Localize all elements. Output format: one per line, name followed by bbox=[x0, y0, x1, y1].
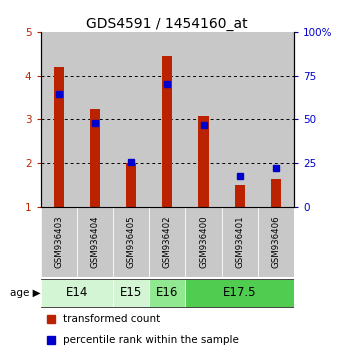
Bar bbox=[113, 279, 149, 307]
Bar bbox=[186, 279, 294, 307]
Bar bbox=[149, 279, 186, 307]
Bar bbox=[54, 67, 64, 207]
Text: age ▶: age ▶ bbox=[10, 288, 41, 298]
Bar bbox=[186, 207, 222, 277]
Bar bbox=[126, 163, 136, 207]
Bar bbox=[90, 109, 100, 207]
Bar bbox=[149, 207, 186, 277]
Text: GSM936400: GSM936400 bbox=[199, 216, 208, 268]
Text: E14: E14 bbox=[66, 286, 88, 299]
Bar bbox=[258, 207, 294, 277]
Bar bbox=[162, 56, 172, 207]
Bar bbox=[41, 279, 113, 307]
Bar bbox=[271, 179, 281, 207]
Text: GSM936405: GSM936405 bbox=[127, 216, 136, 268]
Bar bbox=[258, 32, 294, 207]
Text: GSM936406: GSM936406 bbox=[271, 216, 281, 268]
Text: percentile rank within the sample: percentile rank within the sample bbox=[63, 335, 239, 345]
Text: GSM936403: GSM936403 bbox=[54, 216, 63, 268]
Bar bbox=[149, 32, 186, 207]
Text: E16: E16 bbox=[156, 286, 178, 299]
Bar bbox=[113, 207, 149, 277]
Bar bbox=[77, 32, 113, 207]
Bar bbox=[41, 207, 77, 277]
Text: transformed count: transformed count bbox=[63, 314, 161, 324]
Title: GDS4591 / 1454160_at: GDS4591 / 1454160_at bbox=[87, 17, 248, 31]
Text: E17.5: E17.5 bbox=[223, 286, 257, 299]
Bar bbox=[113, 32, 149, 207]
Text: GSM936401: GSM936401 bbox=[235, 216, 244, 268]
Bar bbox=[77, 207, 113, 277]
Text: GSM936402: GSM936402 bbox=[163, 216, 172, 268]
Bar bbox=[41, 32, 77, 207]
Bar bbox=[222, 207, 258, 277]
Text: E15: E15 bbox=[120, 286, 142, 299]
Bar bbox=[186, 32, 222, 207]
Text: GSM936404: GSM936404 bbox=[90, 216, 99, 268]
Bar bbox=[198, 116, 209, 207]
Bar bbox=[235, 185, 245, 207]
Bar bbox=[222, 32, 258, 207]
